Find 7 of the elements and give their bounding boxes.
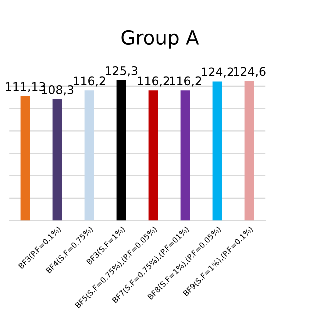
data-label: 124,6 <box>234 67 266 78</box>
data-label: 124,2 <box>202 68 234 78</box>
chart-title: Group A <box>122 30 200 49</box>
data-label: 125,3 <box>106 66 138 77</box>
data-label: 116,2 <box>74 76 106 87</box>
data-label: 116,2 <box>138 76 170 87</box>
data-label: 116,2 <box>170 76 202 87</box>
